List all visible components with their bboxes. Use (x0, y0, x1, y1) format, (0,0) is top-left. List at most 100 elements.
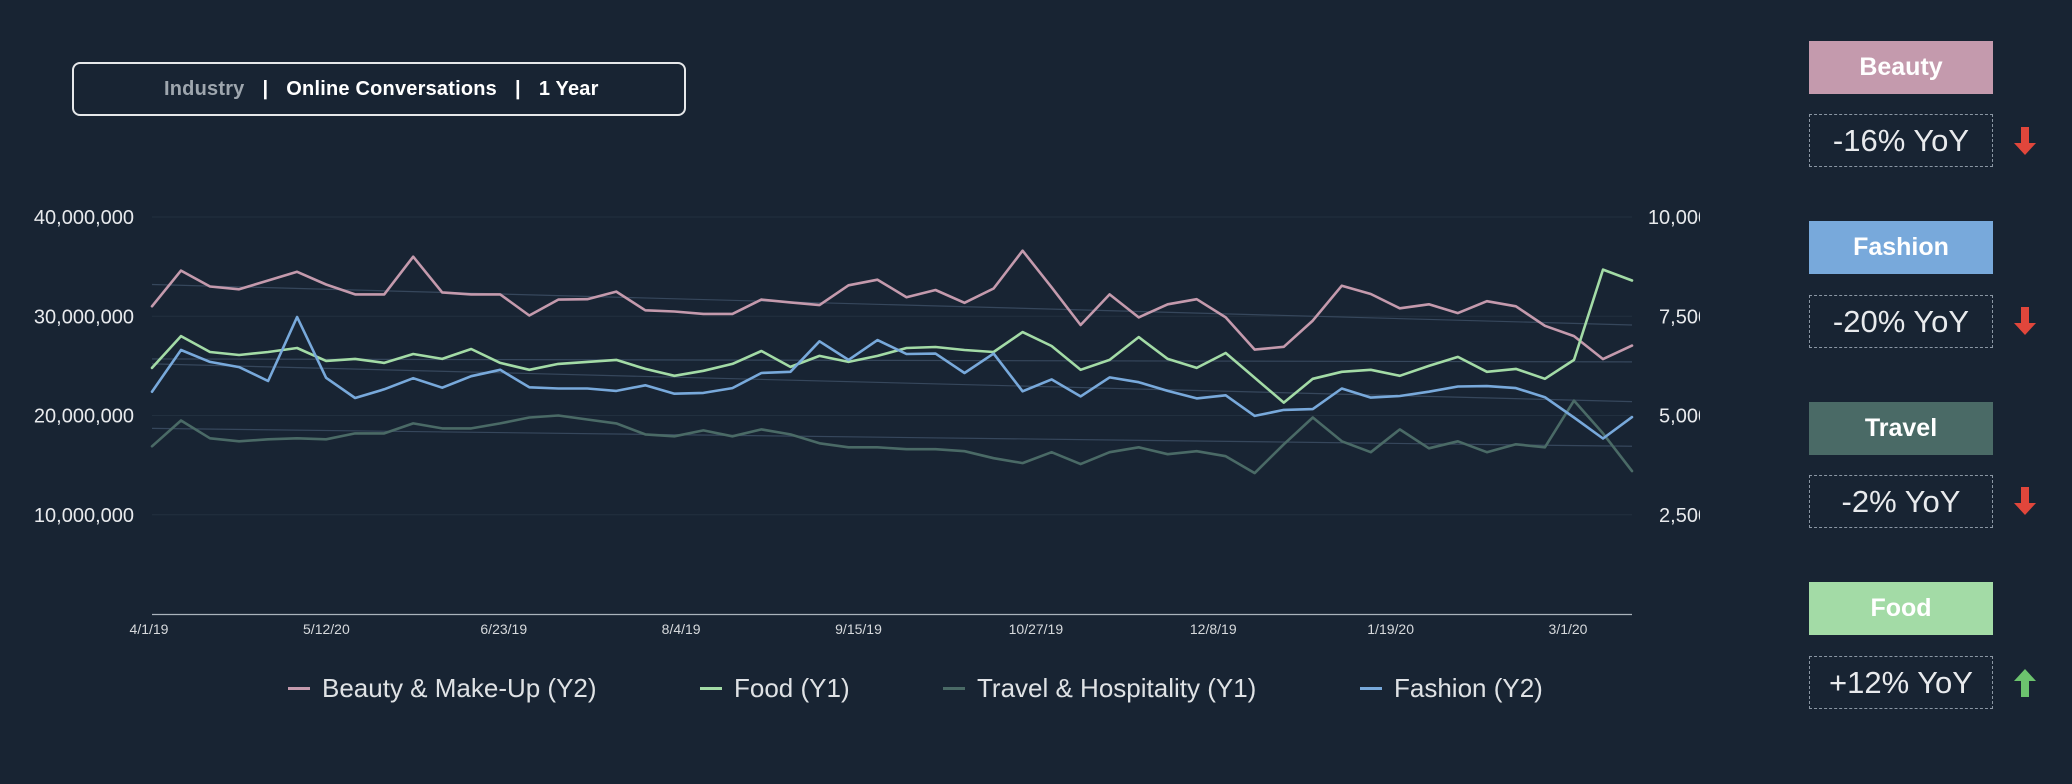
series-point (1021, 390, 1024, 392)
filter-separator: | (515, 77, 521, 100)
series-point (470, 427, 472, 430)
series-point (963, 349, 966, 351)
series-point (847, 361, 850, 363)
series-point (441, 387, 443, 389)
series-point (557, 298, 559, 301)
series-point (847, 284, 850, 286)
series-point (615, 359, 617, 361)
series-point (1109, 376, 1111, 378)
series-point (963, 302, 966, 304)
legend-label-beauty: Beauty & Make-Up (Y2) (322, 673, 597, 703)
series-line-3 (150, 315, 1634, 440)
series-point (847, 359, 850, 361)
series-point (1602, 358, 1604, 360)
series-point (354, 397, 356, 399)
series-point (1515, 387, 1517, 389)
series-point (1631, 279, 1633, 282)
series-point (470, 293, 472, 296)
series-point (238, 354, 240, 356)
series-line-0 (150, 249, 1634, 361)
series-point (1254, 348, 1256, 351)
series-point (992, 287, 995, 290)
trend-line (151, 283, 1633, 326)
series-point (1399, 395, 1401, 397)
series-point (1254, 377, 1256, 379)
series-point (1021, 331, 1024, 333)
series-point (1428, 391, 1430, 393)
series-point (151, 305, 153, 307)
series-point (1486, 451, 1488, 453)
series-point (557, 414, 559, 417)
arrow-down-icon (2014, 487, 2036, 515)
series-point (1080, 324, 1082, 326)
series-point (1573, 400, 1575, 402)
series-point (615, 390, 617, 392)
series-point (1196, 397, 1198, 400)
kpi-title-beauty: Beauty (1809, 41, 1993, 94)
series-point (470, 375, 472, 377)
series-point (1602, 269, 1604, 271)
series-point (934, 448, 937, 450)
series-point (934, 352, 937, 355)
series-point (528, 386, 530, 388)
series-point (325, 283, 327, 286)
arrow-up-icon (2014, 669, 2036, 697)
arrow-down-icon (2014, 127, 2036, 155)
filter-segment[interactable]: Industry (164, 77, 245, 100)
y-left-tick-label: 10,000,000 (34, 505, 134, 527)
series-point (1428, 447, 1430, 449)
series-point (1312, 408, 1314, 410)
y-right-tick-label: 10,000,000 (1648, 207, 1700, 229)
legend-item-beauty[interactable]: Beauty & Make-Up (Y2) (288, 673, 597, 704)
series-point (1109, 359, 1111, 361)
series-point (528, 314, 530, 317)
filter-separator: | (262, 77, 269, 100)
series-point (731, 313, 733, 315)
series-point (1312, 416, 1314, 419)
series-point (238, 440, 240, 442)
series-point (673, 393, 675, 395)
series-point (1428, 365, 1430, 367)
series-point (847, 446, 850, 448)
series-point (760, 428, 763, 430)
kpi-value-travel: -2% YoY (1809, 475, 1993, 528)
series-point (209, 437, 211, 439)
series-point (1167, 453, 1169, 455)
series-point (702, 429, 704, 431)
series-point (1080, 463, 1082, 465)
series-point (586, 298, 588, 300)
series-point (296, 347, 298, 349)
kpi-title-travel: Travel (1809, 402, 1993, 455)
series-point (383, 362, 385, 364)
series-point (731, 387, 733, 389)
series-point (818, 340, 821, 342)
series-point (1021, 462, 1024, 464)
series-point (238, 288, 240, 290)
series-point (499, 293, 501, 296)
series-point (876, 279, 879, 281)
series-point (644, 368, 646, 370)
series-point (412, 377, 414, 379)
series-point (934, 346, 937, 348)
series-point (992, 351, 995, 353)
series-point (383, 388, 385, 390)
series-point (383, 432, 385, 434)
series-point (963, 372, 966, 374)
filter-period[interactable]: 1 Year (538, 77, 599, 100)
series-point (1631, 416, 1633, 418)
series-point (1138, 336, 1140, 338)
series-point (1254, 472, 1256, 474)
legend-item-travel[interactable]: Travel & Hospitality (Y1) (943, 673, 1256, 704)
series-point (1196, 367, 1198, 369)
series-point (1428, 303, 1430, 305)
series-point (1138, 381, 1140, 383)
legend-item-food[interactable]: Food (Y1) (700, 673, 850, 704)
legend-item-fashion[interactable]: Fashion (Y2) (1360, 673, 1543, 704)
series-point (760, 372, 763, 374)
series-point (1080, 369, 1082, 371)
filter-metric[interactable]: Online Conversations (286, 77, 498, 100)
series-point (441, 427, 443, 430)
filter-bar[interactable]: Industry | Online Conversations | 1 Year (72, 62, 686, 116)
series-point (760, 350, 763, 352)
series-point (1225, 352, 1227, 354)
